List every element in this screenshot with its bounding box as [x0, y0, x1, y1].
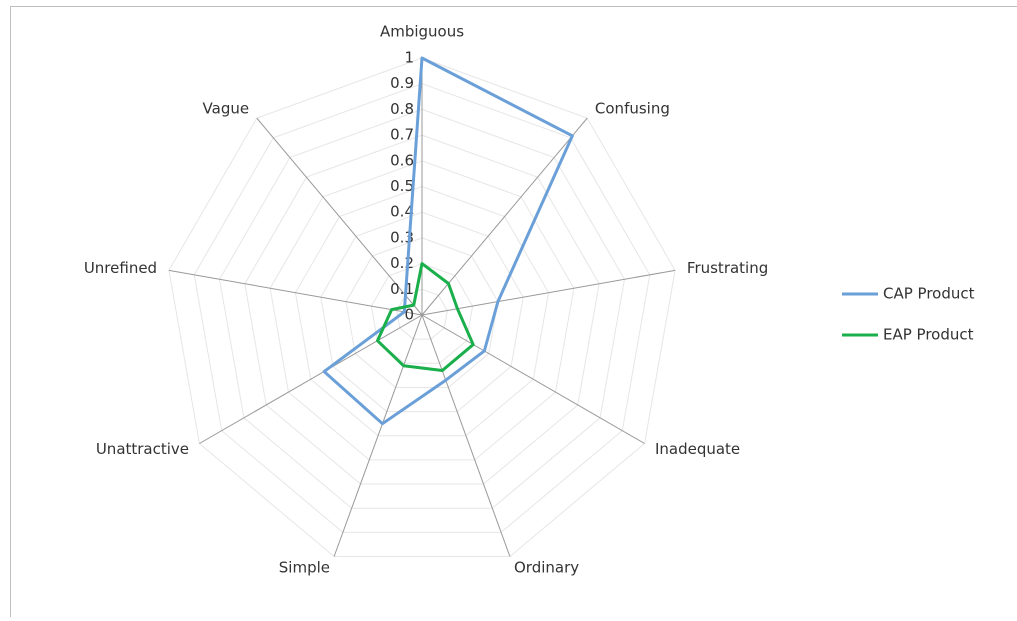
axis-label: Vague: [203, 99, 250, 117]
tick-label: 0.2: [390, 254, 414, 272]
axis-label: Ordinary: [514, 558, 579, 576]
tick-label: 0.8: [390, 100, 414, 118]
tick-label: 0.6: [390, 151, 414, 169]
tick-label: 0.1: [390, 280, 414, 298]
axis-label: Inadequate: [655, 440, 740, 458]
axis-label: Simple: [279, 558, 330, 576]
axis-label: Frustrating: [687, 259, 768, 277]
tick-label: 0.9: [390, 74, 414, 92]
tick-label: 1: [404, 49, 414, 67]
tick-label: 0.5: [390, 177, 414, 195]
chart-border: [11, 7, 1017, 618]
legend-label: CAP Product: [883, 285, 975, 303]
axis-label: Ambiguous: [380, 23, 464, 41]
axis-label: Confusing: [595, 99, 670, 117]
axis-label: Unrefined: [84, 259, 157, 277]
legend-label: EAP Product: [883, 326, 974, 344]
tick-label: 0.7: [390, 126, 414, 144]
axis-label: Unattractive: [96, 440, 189, 458]
